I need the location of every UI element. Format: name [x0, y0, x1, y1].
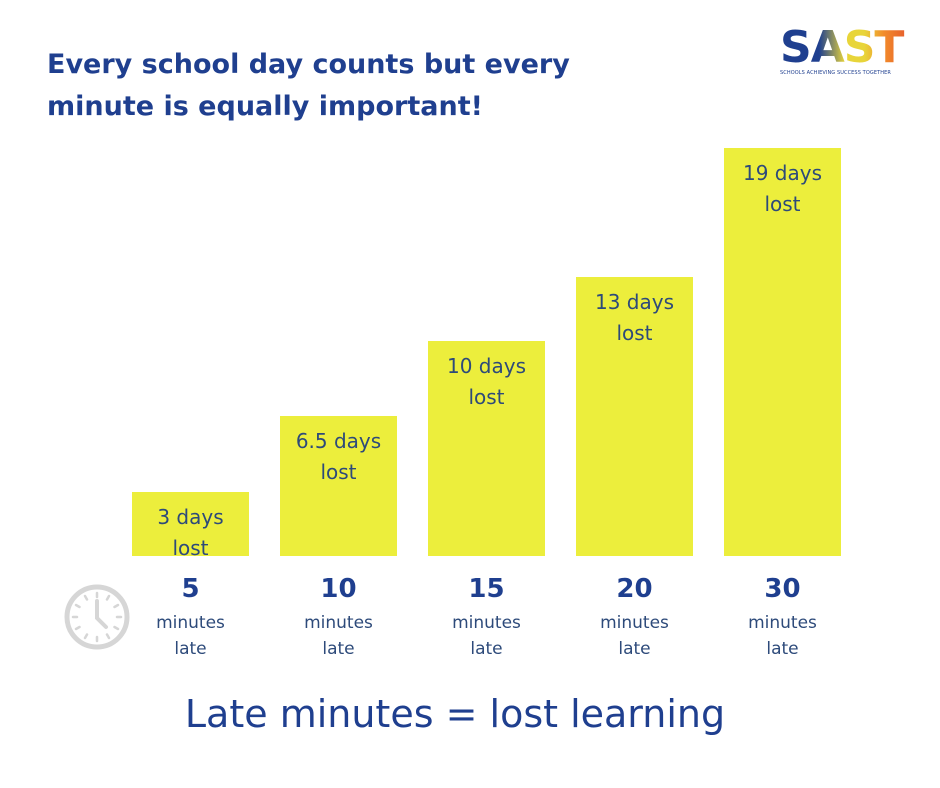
bar: 10 days lost — [428, 341, 545, 556]
x-tick-note: minutes late — [748, 613, 817, 659]
x-tick-label: 30 — [764, 574, 801, 604]
logo-name: SAST — [780, 26, 910, 70]
bar: 6.5 days lost — [280, 416, 397, 556]
bar: 3 days lost — [132, 491, 249, 560]
x-tick-label: 15 — [468, 574, 505, 604]
value-label: 19 days lost — [742, 161, 822, 216]
value-label: 13 days lost — [594, 289, 674, 345]
clock-icon — [64, 584, 130, 650]
logo: SAST SCHOOLS ACHIEVING SUCCESS TOGETHER — [780, 26, 910, 77]
bar: 13 days lost — [576, 276, 693, 556]
x-tick-note: minutes late — [304, 613, 373, 659]
caption: Late minutes = lost learning — [184, 692, 726, 736]
value-label: 10 days lost — [446, 354, 526, 410]
logo-tagline: SCHOOLS ACHIEVING SUCCESS TOGETHER — [780, 70, 891, 76]
x-tick-note: minutes late — [452, 613, 521, 659]
value-label: 6.5 days lost — [295, 429, 382, 485]
x-tick-note: minutes late — [600, 613, 669, 659]
chart-title: Every school day counts but every minute… — [47, 49, 570, 122]
x-tick-label: 10 — [320, 574, 357, 604]
x-tick-note: minutes late — [156, 613, 225, 659]
x-tick-label: 5 — [181, 574, 200, 604]
x-tick-label: 20 — [616, 574, 653, 604]
value-label: 3 days lost — [157, 504, 224, 560]
bar: 19 days lost — [724, 148, 841, 556]
